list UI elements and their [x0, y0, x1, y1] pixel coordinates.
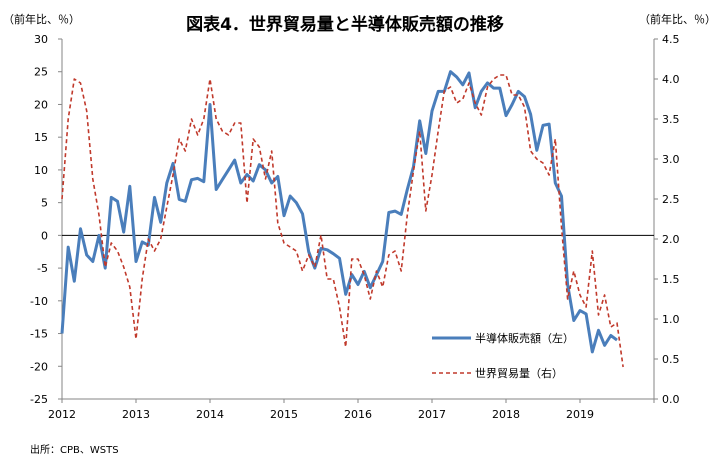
left-tick-label: 30	[34, 33, 48, 46]
legend-label-world-trade: 世界貿易量（右）	[475, 366, 563, 380]
x-tick-label: 2019	[566, 408, 594, 421]
source-note: 出所：CPB、WSTS	[30, 443, 119, 456]
x-tick-label: 2014	[196, 408, 224, 421]
right-tick-label: 0.5	[662, 353, 680, 366]
right-tick-label: 2.0	[662, 233, 680, 246]
legend-item-semiconductor: 半導体販売額（左）	[432, 331, 574, 345]
right-tick-label: 1.0	[662, 313, 680, 326]
left-axis-ticks: -25 -20 -15 -10 -5 0 5 10 15 20 25 30	[30, 33, 62, 406]
series-layer	[60, 70, 624, 368]
left-tick-label: 5	[41, 197, 48, 210]
left-tick-label: -25	[30, 393, 48, 406]
left-tick-label: -10	[30, 295, 48, 308]
right-tick-label: 4.0	[662, 73, 680, 86]
right-axis-unit: （前年比、％）	[639, 12, 716, 26]
right-tick-label: 3.5	[662, 113, 680, 126]
series-line-semiconductor	[60, 70, 618, 354]
chart-title: 図表4．世界貿易量と半導体販売額の推移	[186, 14, 504, 35]
legend-item-world-trade: 世界貿易量（右）	[432, 366, 563, 380]
left-tick-label: 15	[34, 131, 48, 144]
right-tick-label: 3.0	[662, 153, 680, 166]
right-tick-label: 2.5	[662, 193, 680, 206]
left-tick-label: -20	[30, 360, 48, 373]
left-axis-unit: （前年比、％）	[3, 12, 80, 26]
legend: 半導体販売額（左） 世界貿易量（右）	[432, 331, 574, 380]
left-tick-label: 25	[34, 66, 48, 79]
right-tick-label: 1.5	[662, 273, 680, 286]
right-tick-label: 0.0	[662, 393, 680, 406]
series-line-world-trade	[61, 74, 624, 368]
x-tick-label: 2015	[270, 408, 298, 421]
x-axis-ticks: 2012 2013 2014 2015 2016 2017 2018 2019	[48, 399, 655, 421]
right-axis-ticks: 0.0 0.5 1.0 1.5 2.0 2.5 3.0 3.5 4.0 4.5	[654, 33, 680, 406]
x-tick-label: 2016	[344, 408, 372, 421]
left-tick-label: -5	[37, 262, 48, 275]
x-tick-label: 2018	[492, 408, 520, 421]
x-tick-label: 2013	[122, 408, 150, 421]
left-tick-label: -15	[30, 328, 48, 341]
legend-label-semiconductor: 半導体販売額（左）	[475, 331, 574, 345]
left-tick-label: 20	[34, 98, 48, 111]
x-tick-label: 2017	[418, 408, 446, 421]
right-tick-label: 4.5	[662, 33, 680, 46]
x-tick-label: 2012	[48, 408, 76, 421]
left-tick-label: 0	[41, 229, 48, 242]
left-tick-label: 10	[34, 164, 48, 177]
